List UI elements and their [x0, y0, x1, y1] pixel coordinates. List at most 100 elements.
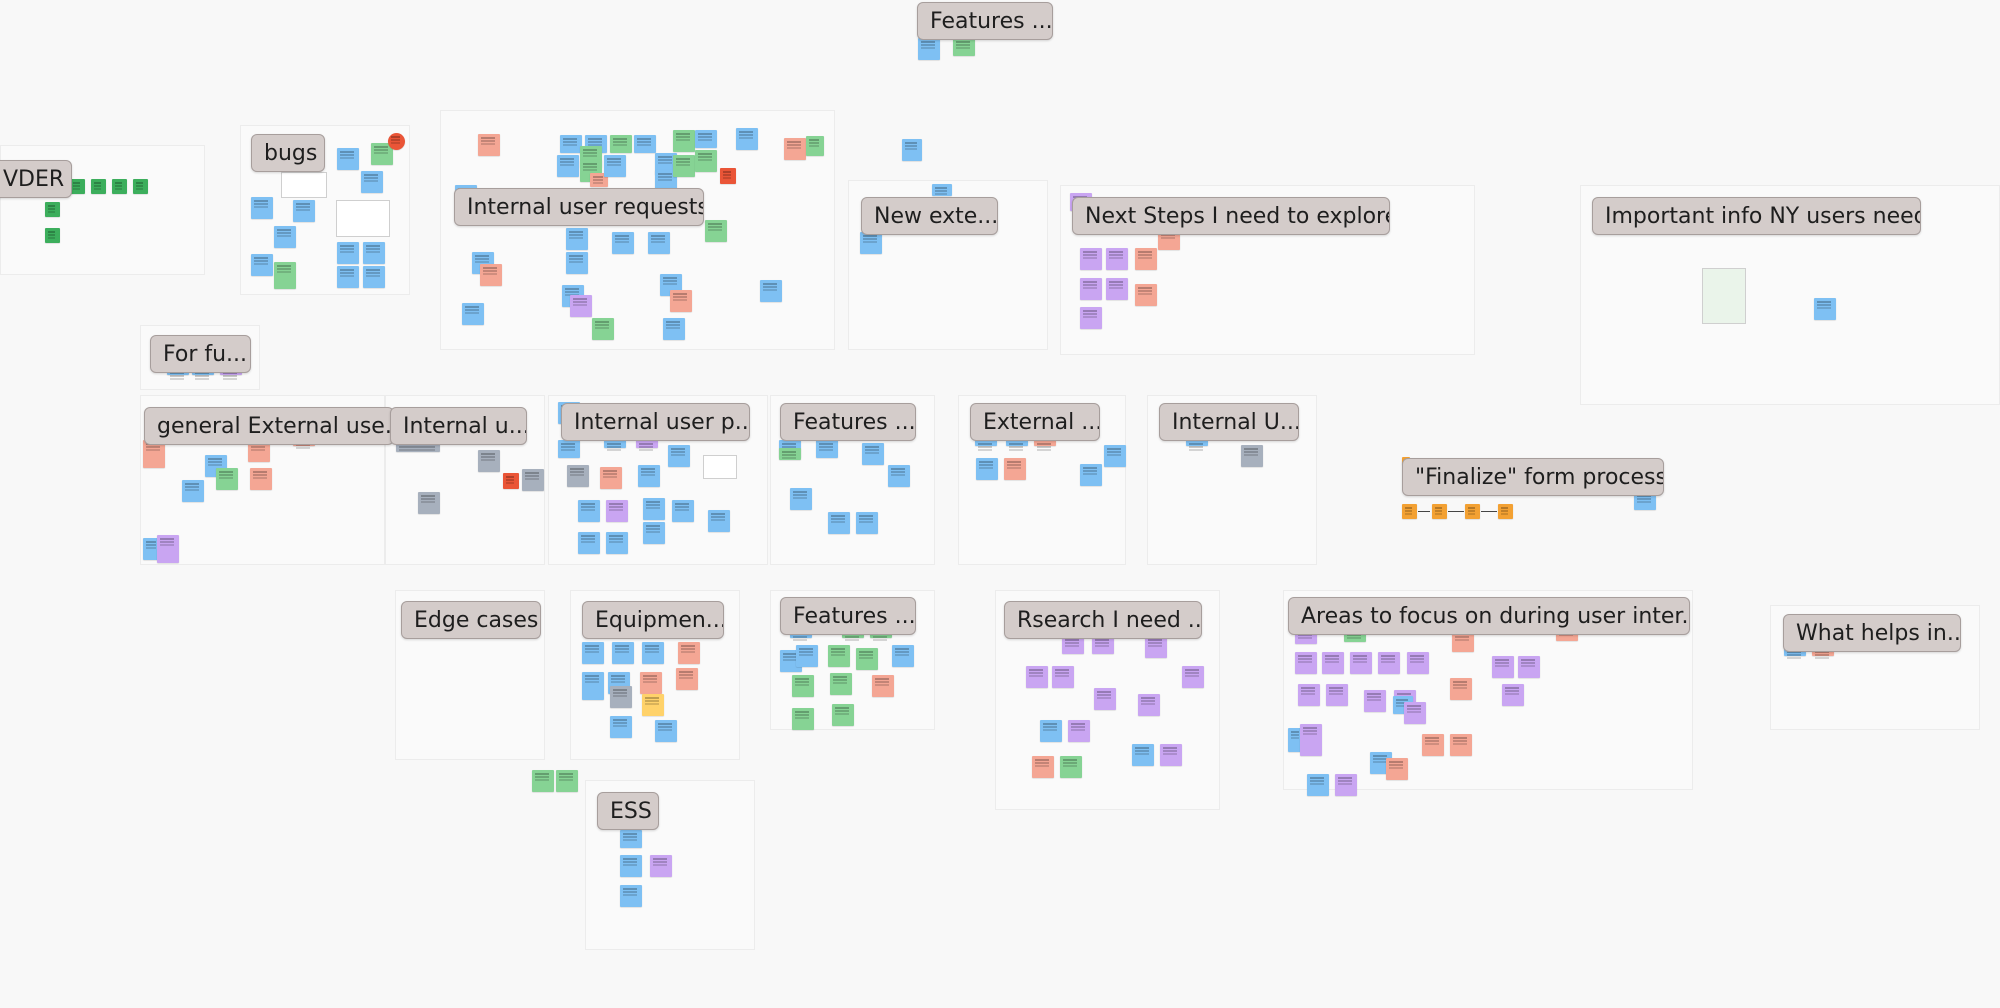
sticky-note[interactable]: [856, 648, 878, 670]
sticky-note[interactable]: [620, 885, 642, 907]
sticky-note[interactable]: [1386, 758, 1408, 780]
sticky-note[interactable]: [1404, 702, 1426, 724]
sticky-note[interactable]: [143, 538, 161, 560]
sticky-note[interactable]: [779, 448, 801, 460]
sticky-note[interactable]: [720, 168, 736, 184]
sticky-note[interactable]: [1132, 744, 1154, 766]
sticky-note[interactable]: [856, 512, 878, 534]
section-title-internal-u[interactable]: Internal u...: [390, 407, 527, 445]
sticky-note[interactable]: [636, 440, 658, 448]
section-title-external[interactable]: External ...: [970, 403, 1100, 441]
sticky-note[interactable]: [976, 458, 998, 480]
sticky-note[interactable]: [388, 133, 405, 150]
sticky-note[interactable]: [888, 465, 910, 487]
sticky-note[interactable]: [1450, 734, 1472, 756]
sticky-note[interactable]: [892, 645, 914, 667]
sticky-note[interactable]: [672, 500, 694, 522]
sticky-note[interactable]: [705, 220, 727, 242]
sticky-note[interactable]: [806, 136, 824, 156]
sticky-note[interactable]: [274, 262, 296, 289]
sticky-note[interactable]: [1080, 307, 1102, 329]
sticky-note[interactable]: [638, 465, 660, 487]
sticky-note[interactable]: [112, 179, 127, 194]
sticky-note[interactable]: [1006, 440, 1028, 446]
section-title-for-future[interactable]: For fu...: [150, 335, 251, 373]
sticky-note[interactable]: [1145, 636, 1167, 658]
sticky-note[interactable]: [600, 467, 622, 489]
sticky-note[interactable]: [590, 173, 608, 187]
sticky-note[interactable]: [1106, 248, 1128, 270]
sticky-note[interactable]: [902, 139, 922, 161]
sticky-note[interactable]: [361, 171, 383, 193]
sticky-note[interactable]: [1182, 666, 1204, 688]
sticky-note[interactable]: [592, 318, 614, 340]
sticky-note[interactable]: [932, 184, 952, 196]
sticky-note[interactable]: [1034, 440, 1056, 446]
sticky-note[interactable]: [293, 200, 315, 222]
sticky-note[interactable]: [1300, 724, 1322, 756]
sticky-note[interactable]: [610, 686, 632, 708]
sticky-note[interactable]: [612, 232, 634, 254]
sticky-note[interactable]: [1307, 774, 1329, 796]
sticky-note[interactable]: [556, 770, 578, 792]
sticky-note[interactable]: [862, 443, 884, 465]
sticky-note[interactable]: [612, 642, 634, 664]
sticky-note[interactable]: [708, 510, 730, 532]
sticky-note[interactable]: [872, 675, 894, 697]
sticky-note[interactable]: [1407, 652, 1429, 674]
sticky-note[interactable]: [70, 179, 85, 194]
sticky-note[interactable]: [953, 38, 975, 56]
sticky-note[interactable]: [648, 232, 670, 254]
sticky-note[interactable]: [1634, 492, 1656, 510]
sticky-note[interactable]: [1518, 656, 1540, 678]
screenshot-thumbnail[interactable]: [1702, 268, 1746, 324]
sticky-note[interactable]: [832, 704, 854, 726]
sticky-note[interactable]: [796, 645, 818, 667]
sticky-note[interactable]: [830, 673, 852, 695]
sticky-note[interactable]: [337, 266, 359, 288]
sticky-note[interactable]: [663, 318, 685, 340]
sticky-note[interactable]: [1106, 278, 1128, 300]
sticky-note[interactable]: [182, 480, 204, 502]
sticky-note[interactable]: [570, 295, 592, 317]
sticky-note[interactable]: [792, 675, 814, 697]
sticky-note[interactable]: [634, 135, 656, 153]
sticky-note[interactable]: [250, 468, 272, 490]
sticky-note[interactable]: [1378, 652, 1400, 674]
sticky-note[interactable]: [640, 672, 662, 694]
sticky-note[interactable]: [557, 155, 579, 177]
sticky-note[interactable]: [673, 130, 695, 152]
sticky-note[interactable]: [604, 155, 626, 177]
sticky-note[interactable]: [578, 500, 600, 522]
sticky-note[interactable]: [1322, 652, 1344, 674]
sticky-note[interactable]: [157, 535, 179, 563]
sticky-note[interactable]: [363, 242, 385, 264]
sticky-note[interactable]: [606, 532, 628, 554]
sticky-note[interactable]: [736, 128, 758, 150]
sticky-note[interactable]: [371, 143, 393, 165]
sticky-note[interactable]: [1094, 688, 1116, 710]
sticky-note[interactable]: [620, 855, 642, 877]
sticky-note[interactable]: [1135, 248, 1157, 270]
sticky-note[interactable]: [274, 226, 296, 248]
section-title-areas-focus[interactable]: Areas to focus on during user inter...: [1288, 597, 1690, 635]
sticky-note[interactable]: [45, 228, 60, 243]
sticky-note[interactable]: [1812, 648, 1834, 656]
sticky-note[interactable]: [678, 642, 700, 664]
sticky-note[interactable]: [760, 280, 782, 302]
sticky-note[interactable]: [676, 668, 698, 690]
section-title-research[interactable]: Rsearch I need ...: [1004, 601, 1202, 639]
sticky-note[interactable]: [1052, 666, 1074, 688]
section-title-bugs[interactable]: bugs: [251, 134, 325, 172]
screenshot-thumbnail[interactable]: [703, 455, 737, 479]
sticky-note[interactable]: [610, 135, 632, 153]
sticky-note[interactable]: [133, 179, 148, 194]
sticky-note[interactable]: [216, 468, 238, 490]
sticky-note[interactable]: [1350, 652, 1372, 674]
sticky-note[interactable]: [828, 645, 850, 667]
section-title-what-helps[interactable]: What helps in...: [1783, 614, 1961, 652]
sticky-note[interactable]: [503, 473, 519, 489]
sticky-note[interactable]: [478, 450, 500, 472]
sticky-note[interactable]: [816, 440, 838, 458]
